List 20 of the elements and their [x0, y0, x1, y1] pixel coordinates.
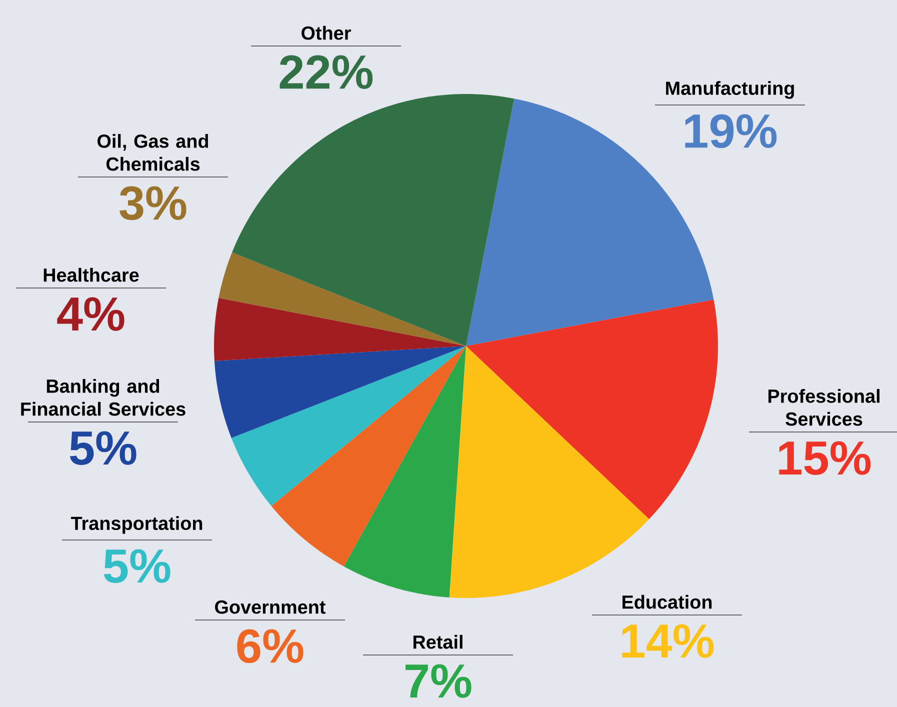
slice-label: Oil, Gas and Chemicals: [98, 134, 208, 171]
slice-label: Other: [302, 26, 351, 40]
data-label: 7%: [406, 664, 472, 698]
slice-label: Professional Services: [768, 388, 880, 426]
slice-label: Government: [215, 600, 326, 614]
slice-label: Manufacturing: [666, 81, 794, 99]
slice-label: Retail: [413, 634, 462, 649]
data-label: 4%: [57, 297, 124, 331]
slice-label: Transportation: [70, 516, 202, 534]
data-label: 5%: [70, 431, 136, 465]
slice-label: Banking and Financial Services: [21, 378, 186, 416]
data-label: 22%: [280, 55, 373, 89]
data-label: 15%: [779, 441, 871, 475]
data-label: 3%: [120, 186, 186, 220]
data-label: 6%: [237, 629, 304, 664]
data-label: 14%: [622, 624, 714, 658]
slice-label: Education: [622, 594, 712, 609]
data-label: 5%: [104, 549, 170, 583]
slice-label: Healthcare: [44, 268, 139, 282]
data-label: 19%: [685, 114, 777, 148]
